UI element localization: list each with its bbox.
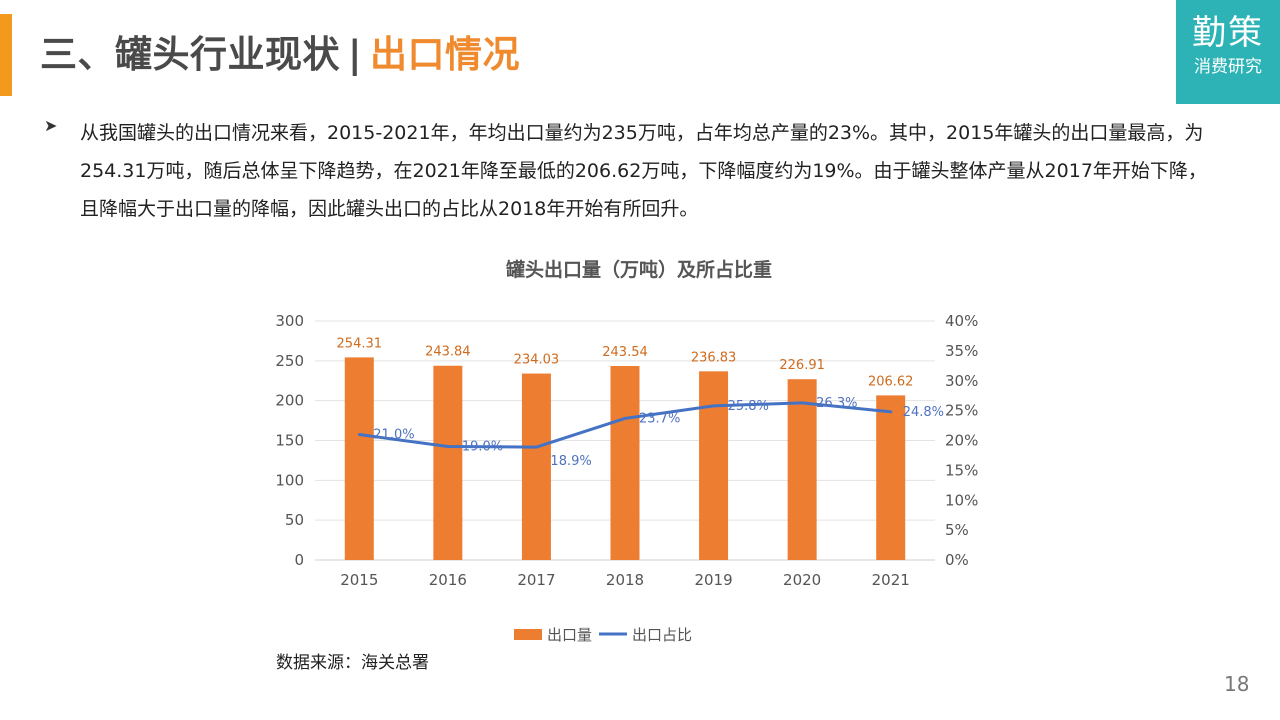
x-tick-label: 2019 xyxy=(694,571,732,589)
y-left-tick-label: 200 xyxy=(275,392,304,410)
x-tick-label: 2021 xyxy=(872,571,910,589)
bar xyxy=(344,357,374,560)
line-data-label: 23.7% xyxy=(639,411,680,426)
y-left-tick-label: 150 xyxy=(275,432,304,450)
bar xyxy=(876,395,906,560)
y-right-tick-label: 5% xyxy=(945,521,969,539)
page-title: 三、罐头行业现状 | 出口情况 xyxy=(40,24,520,78)
logo-sub-text: 消费研究 xyxy=(1194,57,1262,77)
y-right-tick-label: 0% xyxy=(945,551,969,569)
bar-data-label: 234.03 xyxy=(514,353,560,368)
x-tick-label: 2018 xyxy=(606,571,644,589)
logo-main-text: 勤策 xyxy=(1192,13,1264,53)
line-data-label: 18.9% xyxy=(550,454,591,469)
y-left-tick-label: 250 xyxy=(275,352,304,370)
bar-data-label: 243.54 xyxy=(602,345,648,360)
bar-data-label: 206.62 xyxy=(868,374,914,389)
y-left-tick-label: 300 xyxy=(275,312,304,330)
y-left-tick-label: 100 xyxy=(275,471,304,489)
y-right-tick-label: 35% xyxy=(945,342,978,360)
y-right-tick-label: 20% xyxy=(945,432,978,450)
bar xyxy=(610,365,640,560)
y-left-tick-label: 0 xyxy=(294,551,304,569)
bar-data-label: 254.31 xyxy=(337,336,383,351)
title-accent-bar xyxy=(0,14,12,96)
title-main: 三、罐头行业现状 xyxy=(40,33,340,76)
line-data-label: 21.0% xyxy=(373,428,414,443)
line-data-label: 26.3% xyxy=(816,396,857,411)
y-right-tick-label: 30% xyxy=(945,372,978,390)
y-left-tick-label: 50 xyxy=(285,511,304,529)
x-tick-label: 2015 xyxy=(340,571,378,589)
title-separator: | xyxy=(348,33,363,76)
chart-title: 罐头出口量（万吨）及所占比重 xyxy=(505,258,772,281)
bar xyxy=(521,373,551,560)
y-right-tick-label: 25% xyxy=(945,402,978,420)
legend-swatch-bar xyxy=(514,629,542,640)
legend-label-line: 出口占比 xyxy=(632,626,692,644)
bar xyxy=(787,379,817,560)
arrow-bullet-icon: ➤ xyxy=(44,116,58,135)
bar-data-label: 226.91 xyxy=(779,358,825,373)
title-sub: 出口情况 xyxy=(370,33,521,76)
line-data-label: 19.0% xyxy=(462,439,503,454)
data-source: 数据来源：海关总署 xyxy=(276,653,429,673)
line-data-label: 24.8% xyxy=(903,405,944,420)
x-tick-label: 2020 xyxy=(783,571,821,589)
bar-data-label: 236.83 xyxy=(691,350,737,365)
x-tick-label: 2016 xyxy=(429,571,467,589)
y-right-tick-label: 15% xyxy=(945,461,978,479)
page-number: 18 xyxy=(1224,672,1250,696)
bar-data-label: 243.84 xyxy=(425,345,471,360)
bar xyxy=(699,371,729,560)
y-right-tick-label: 10% xyxy=(945,491,978,509)
x-tick-label: 2017 xyxy=(517,571,555,589)
legend-label-bar: 出口量 xyxy=(547,626,592,644)
line-data-label: 25.8% xyxy=(728,399,769,414)
y-right-tick-label: 40% xyxy=(945,312,978,330)
series-line xyxy=(357,401,893,449)
summary-text: 从我国罐头的出口情况来看，2015-2021年，年均出口量约为235万吨，占年均… xyxy=(80,122,1207,220)
bar xyxy=(433,365,463,560)
brand-logo: 勤策 消费研究 xyxy=(1176,0,1280,104)
